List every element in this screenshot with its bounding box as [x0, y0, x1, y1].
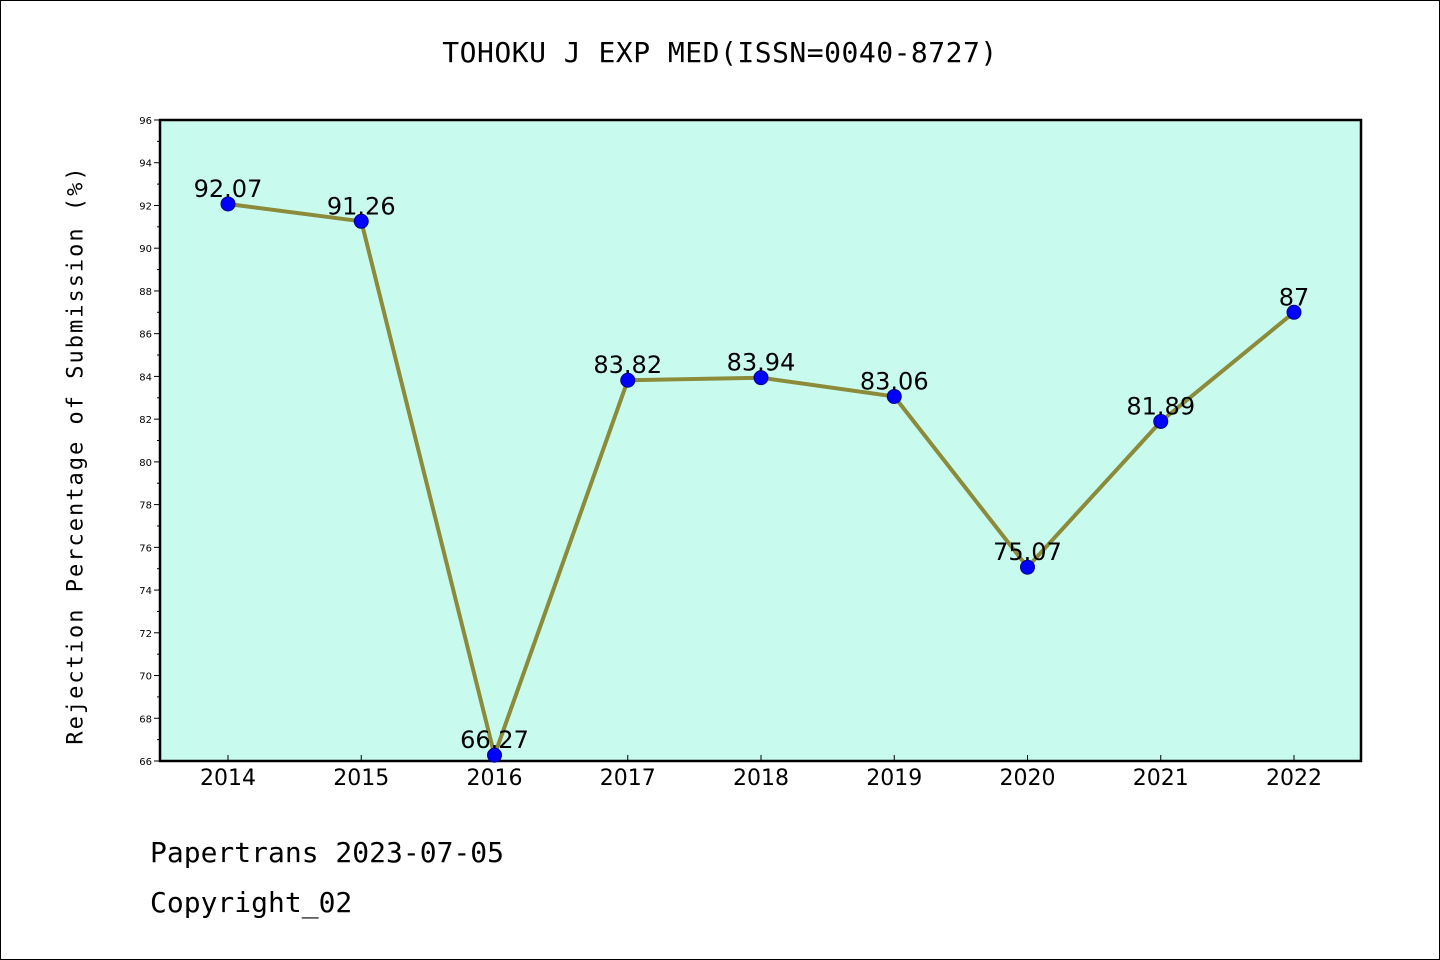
y-tick-label: 96: [139, 116, 152, 127]
y-tick-label: 78: [139, 501, 152, 512]
x-tick-label: 2020: [1000, 766, 1056, 791]
y-tick-label: 68: [139, 714, 152, 725]
footer-date: Papertrans 2023-07-05: [150, 836, 505, 869]
data-label: 87: [1279, 283, 1310, 311]
y-tick-label: 72: [139, 629, 152, 640]
x-tick-label: 2022: [1266, 766, 1322, 791]
data-point: [220, 196, 236, 212]
y-tick-label: 66: [139, 757, 152, 768]
y-tick-label: 82: [139, 415, 152, 426]
data-point: [753, 370, 769, 386]
x-tick-label: 2014: [200, 766, 256, 791]
y-tick-label: 84: [139, 372, 152, 383]
y-tick-label: 90: [139, 244, 152, 255]
y-tick-label: 94: [139, 159, 152, 170]
x-tick-label: 2016: [467, 766, 523, 791]
data-label: 91.26: [327, 192, 396, 220]
y-tick-label: 74: [139, 586, 152, 597]
x-tick-label: 2015: [333, 766, 389, 791]
data-label: 75.07: [993, 538, 1062, 566]
data-point: [620, 372, 636, 388]
data-label: 92.07: [194, 175, 263, 203]
data-label: 83.06: [860, 367, 929, 395]
y-tick-label: 88: [139, 287, 152, 298]
data-labels: 92.07 91.26 66.27 83.82 83.94 83.06 75.07 81.89…: [194, 175, 1310, 754]
y-tick-label: 86: [139, 330, 152, 341]
data-point: [353, 213, 369, 229]
chart-title: TOHOKU J EXP MED(ISSN=0040-8727): [442, 36, 998, 69]
data-label: 83.94: [727, 349, 796, 377]
y-tick-label: 70: [139, 672, 152, 683]
data-point: [886, 388, 902, 404]
data-point: [487, 747, 502, 763]
data-point: [1020, 559, 1035, 575]
x-axis-ticks: 2014 2015 2016 2017 2018 2019 2020 2021 2022: [200, 755, 1322, 791]
series-markers: [220, 196, 1302, 763]
x-tick-label: 2021: [1133, 766, 1189, 791]
y-tick-label: 92: [139, 201, 152, 212]
data-label: 66.27: [460, 726, 529, 754]
data-point: [1153, 413, 1169, 429]
x-tick-label: 2018: [733, 766, 789, 791]
data-point: [1286, 304, 1302, 320]
y-tick-label: 80: [139, 458, 152, 469]
x-tick-label: 2019: [866, 766, 922, 791]
data-label: 81.89: [1126, 392, 1195, 420]
x-tick-label: 2017: [600, 766, 656, 791]
footer-copyright: Copyright_02: [150, 886, 353, 919]
y-tick-label: 76: [139, 543, 152, 554]
y-axis-ticks: 66 68 70 72 74 76 78 80 82 84 86 88 90 92 94 96: [139, 116, 160, 768]
data-label: 83.82: [593, 351, 662, 379]
